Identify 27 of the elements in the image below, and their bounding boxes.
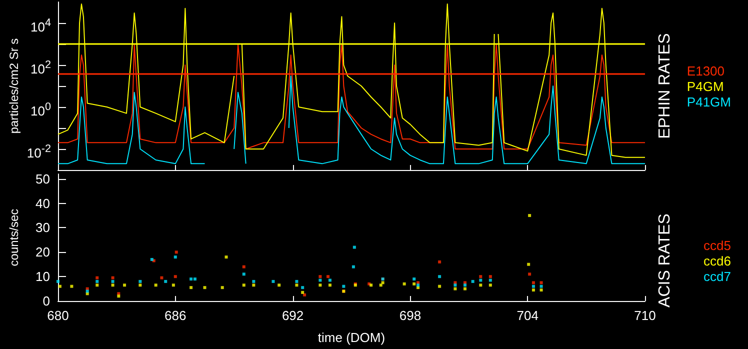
y-tick-label: 10$^{4}$ [30, 16, 51, 34]
text: P4GM [686, 78, 724, 94]
y-tick-label: 50 [36, 171, 50, 186]
y-axis-title: counts/sec [7, 208, 21, 266]
y-axis-title: particles/cm2 Sr s [7, 38, 21, 134]
y-tick-label: 40 [36, 196, 50, 211]
y-tick-label: 0 [42, 294, 50, 308]
x-tick-label: 704 [516, 308, 538, 323]
y-tick-label: 20 [36, 244, 50, 260]
x-tick-label: 692 [282, 308, 304, 323]
y-tick-label: 10$^{0}$ [30, 100, 51, 118]
y-tick-label: 10 [36, 269, 50, 284]
text: ccd6 [704, 253, 732, 268]
x-tick-label: 698 [399, 308, 422, 323]
text: ccd5 [704, 238, 732, 253]
x-tick-label: 710 [634, 308, 656, 323]
text: ACIS RATES [656, 214, 674, 308]
text: P41GM [686, 94, 732, 110]
x-tick-label: 686 [164, 308, 186, 323]
y-tick-label: 10$^{-2}$ [26, 142, 51, 160]
text: EPHIN RATES [656, 33, 674, 139]
x-axis-title: time (DOM) [318, 330, 386, 345]
y-tick-label: 30 [36, 220, 50, 236]
x-tick-label: 680 [47, 308, 69, 323]
text: E1300 [686, 63, 725, 78]
text: ccd7 [704, 268, 732, 284]
y-tick-label: 10$^{2}$ [30, 58, 51, 76]
